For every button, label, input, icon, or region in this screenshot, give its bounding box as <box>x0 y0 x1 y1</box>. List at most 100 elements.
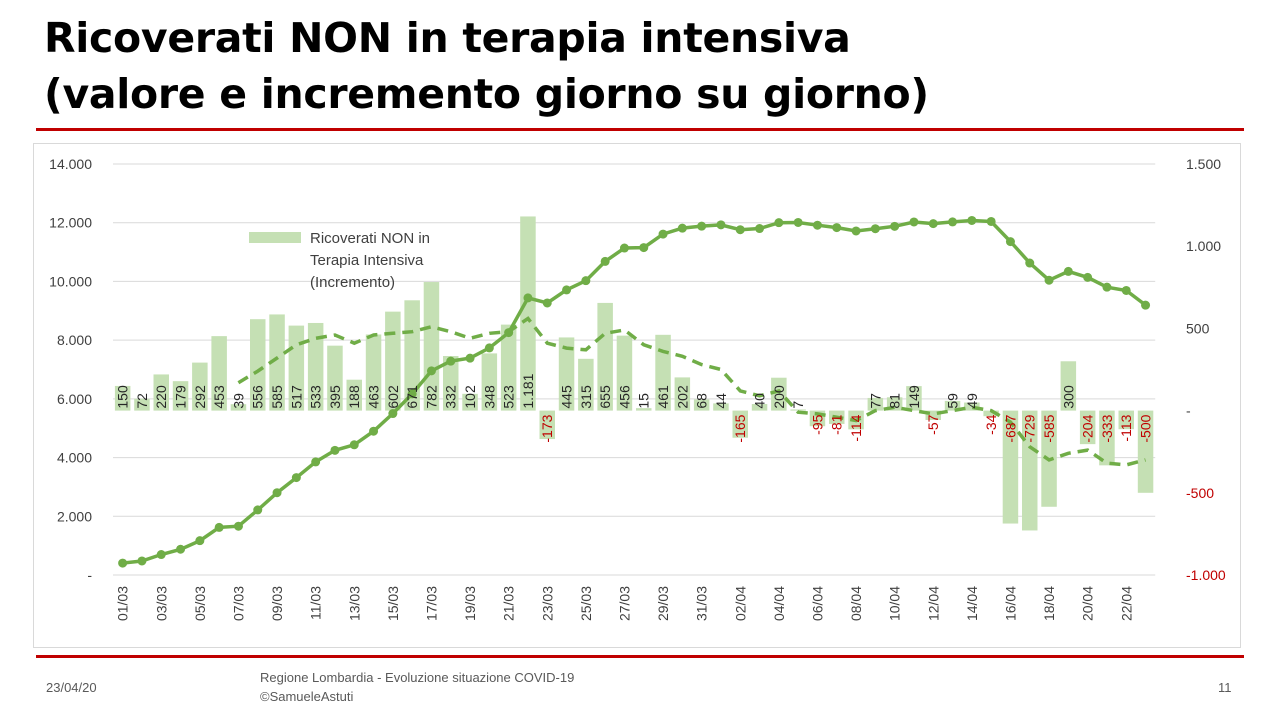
right-axis-tick-label: 1.000 <box>1186 238 1221 254</box>
bar <box>500 324 517 411</box>
value-point <box>156 550 166 560</box>
bar-data-label: -114 <box>848 414 864 441</box>
bar <box>1060 361 1077 411</box>
value-point <box>426 366 436 376</box>
x-axis-tick-label: 09/03 <box>269 586 285 621</box>
left-axis-tick-label: 4.000 <box>57 450 92 466</box>
value-point <box>465 353 475 363</box>
bar <box>539 410 555 440</box>
value-point <box>639 243 649 253</box>
bar-data-label: 81 <box>887 393 903 409</box>
bar <box>134 398 150 411</box>
bar <box>636 408 652 411</box>
bar <box>732 410 748 438</box>
bar-data-label: -729 <box>1022 414 1038 442</box>
value-point <box>349 440 359 450</box>
value-point <box>1044 275 1054 285</box>
bar <box>307 322 324 411</box>
value-point <box>697 221 707 231</box>
value-point <box>890 221 900 231</box>
value-point <box>619 243 629 253</box>
bar <box>578 358 594 411</box>
value-point <box>1121 285 1131 295</box>
bar-data-label: 39 <box>230 393 246 409</box>
top-divider <box>36 128 1244 131</box>
bar-data-label: -173 <box>539 414 555 442</box>
bar <box>481 353 498 411</box>
value-point <box>176 544 186 554</box>
title-line-2: (valore e incremento giorno su giorno) <box>44 70 929 118</box>
bar-data-label: 782 <box>423 385 439 409</box>
bar-data-label: -204 <box>1080 414 1096 442</box>
bar-data-label: -34 <box>983 414 999 434</box>
bottom-divider <box>36 655 1244 658</box>
bar <box>327 345 343 411</box>
value-point <box>137 556 147 566</box>
bar-data-label: 453 <box>211 385 227 409</box>
value-point <box>851 226 861 236</box>
x-axis-tick-label: 13/03 <box>346 586 362 621</box>
bar <box>250 319 266 411</box>
x-axis-tick-label: 12/04 <box>925 586 941 621</box>
bar-data-label: 220 <box>153 385 169 409</box>
bar <box>906 386 922 411</box>
bar-data-label: 40 <box>752 393 768 409</box>
bar <box>983 410 999 417</box>
x-axis-tick-label: 11/03 <box>308 586 324 620</box>
bar-data-label: 463 <box>366 385 382 409</box>
value-point <box>755 224 765 234</box>
value-point <box>1141 300 1151 310</box>
bar <box>713 403 729 411</box>
footer-date: 23/04/20 <box>46 680 97 695</box>
bar-data-label: -500 <box>1138 414 1154 442</box>
bar <box>404 300 420 411</box>
value-point <box>253 505 263 515</box>
x-axis-tick-label: 22/04 <box>1118 586 1134 621</box>
left-axis-tick-label: - <box>87 567 92 583</box>
bar-data-label: 150 <box>115 385 131 409</box>
chart-frame <box>33 143 1241 648</box>
value-point <box>832 223 842 233</box>
bar-data-label: 188 <box>346 385 362 409</box>
x-axis-tick-label: 18/04 <box>1041 586 1057 621</box>
bar-data-label: 292 <box>192 385 208 409</box>
value-point <box>388 409 398 419</box>
bar-data-label: 77 <box>867 393 883 409</box>
bar <box>211 336 227 411</box>
x-axis-tick-label: 21/03 <box>501 586 517 621</box>
x-axis-tick-label: 03/03 <box>153 586 169 621</box>
bar-data-label: 461 <box>655 385 671 409</box>
bar <box>925 410 941 420</box>
bar-data-label: 602 <box>385 385 401 409</box>
bar-data-label: 72 <box>134 393 150 409</box>
value-point <box>967 215 977 225</box>
value-point <box>677 223 687 233</box>
left-axis-tick-label: 6.000 <box>57 391 92 407</box>
value-point <box>195 536 205 546</box>
footer-source: Regione Lombardia - Evoluzione situazion… <box>260 668 574 706</box>
value-point <box>311 457 321 467</box>
value-point <box>600 256 610 266</box>
bar <box>1022 410 1038 531</box>
value-point <box>407 389 417 399</box>
right-axis-tick-label: 500 <box>1186 320 1210 336</box>
value-point <box>484 343 494 353</box>
value-point <box>735 225 745 235</box>
bar-data-label: 59 <box>945 393 961 409</box>
x-axis-tick-label: 01/03 <box>115 586 131 621</box>
value-point <box>812 220 822 230</box>
x-axis-tick-label: 29/03 <box>655 586 671 621</box>
bar <box>597 302 613 411</box>
x-axis-tick-label: 04/04 <box>771 586 787 621</box>
bar-data-label: 315 <box>578 385 594 409</box>
left-axis-tick-label: 2.000 <box>57 508 92 524</box>
value-point <box>986 216 996 226</box>
bar <box>269 314 285 411</box>
bar-data-label: 556 <box>250 385 266 409</box>
value-point <box>504 328 514 338</box>
left-axis-tick-label: 8.000 <box>57 332 92 348</box>
bar-data-label: 671 <box>404 385 420 409</box>
value-point <box>214 522 224 532</box>
value-point <box>523 293 533 303</box>
legend-label: (Incremento) <box>310 274 395 291</box>
